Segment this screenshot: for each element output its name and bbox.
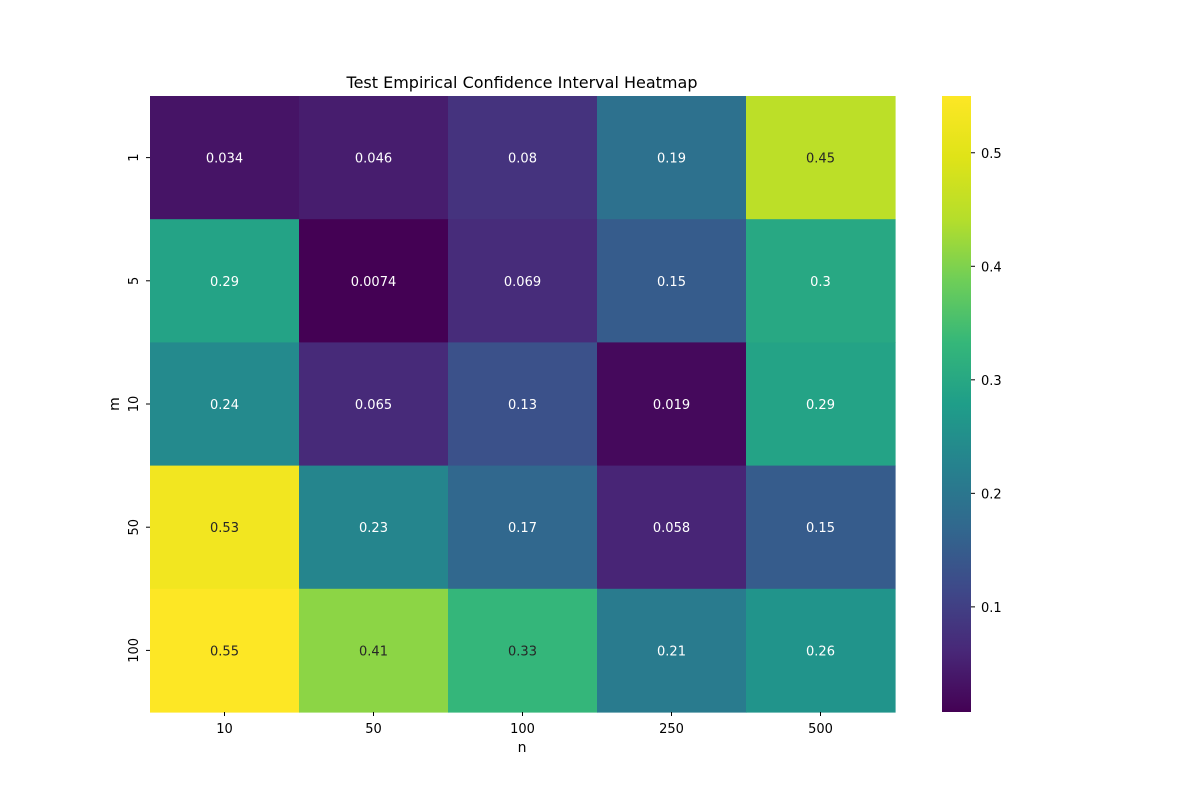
- cell-value-label: 0.034: [206, 152, 243, 167]
- cell-value-label: 0.019: [653, 398, 690, 413]
- y-tick-label: 100: [127, 638, 142, 663]
- y-axis-label: m: [107, 397, 123, 411]
- x-tick-label: 10: [216, 722, 233, 737]
- heatmap-cell: [746, 465, 896, 590]
- cell-value-label: 0.15: [657, 275, 686, 290]
- cell-value-label: 0.19: [657, 152, 686, 167]
- heatmap-cell: [448, 588, 598, 713]
- cell-value-label: 0.41: [359, 644, 388, 659]
- cell-value-label: 0.26: [806, 644, 835, 659]
- x-tick-label: 50: [365, 722, 382, 737]
- heatmap-cell: [746, 588, 896, 713]
- cell-value-label: 0.29: [210, 275, 239, 290]
- heatmap-cell: [597, 342, 747, 467]
- heatmap-cell: [299, 342, 449, 467]
- y-axis: 1 5 10 50 100: [127, 153, 150, 663]
- heatmap-cell: [448, 219, 598, 343]
- x-axis: 10 50 100 250 500: [216, 712, 833, 737]
- heatmap-cell: [150, 96, 300, 220]
- colorbar-tick-label: 0.3: [981, 374, 1002, 389]
- y-tick-label: 5: [127, 277, 142, 285]
- heatmap-cell: [448, 96, 598, 220]
- cell-value-label: 0.13: [508, 398, 537, 413]
- heatmap-cell: [299, 588, 449, 713]
- x-tick-label: 500: [808, 722, 833, 737]
- cell-value-label: 0.17: [508, 521, 537, 536]
- x-tick-label: 100: [510, 722, 535, 737]
- cell-value-label: 0.21: [657, 644, 686, 659]
- heatmap-cell: [597, 219, 747, 343]
- cell-value-label: 0.55: [210, 644, 239, 659]
- colorbar: 0.1 0.2 0.3 0.4 0.5: [942, 96, 1002, 712]
- cell-value-label: 0.24: [210, 398, 239, 413]
- heatmap-cell: [299, 219, 449, 343]
- chart-title: Test Empirical Confidence Interval Heatm…: [346, 73, 698, 92]
- cell-value-label: 0.058: [653, 521, 690, 536]
- colorbar-gradient: [942, 96, 971, 712]
- heatmap-cell: [150, 219, 300, 343]
- cell-value-label: 0.53: [210, 521, 239, 536]
- heatmap-cell: [597, 465, 747, 590]
- heatmap-cell: [746, 96, 896, 220]
- heatmap-cell: [597, 588, 747, 713]
- heatmap-cells: 0.034 0.046 0.08 0.19 0.45 0.29 0.0074 0.069 0.1…: [150, 96, 896, 713]
- heatmap-cell: [448, 342, 598, 467]
- cell-value-label: 0.23: [359, 521, 388, 536]
- x-tick-label: 250: [659, 722, 684, 737]
- cell-value-label: 0.046: [355, 152, 392, 167]
- y-tick-label: 1: [127, 153, 142, 161]
- cell-value-label: 0.3: [810, 275, 831, 290]
- heatmap-cell: [299, 465, 449, 590]
- cell-value-label: 0.33: [508, 644, 537, 659]
- colorbar-tick-label: 0.2: [981, 487, 1002, 502]
- heatmap-cell: [597, 96, 747, 220]
- cell-value-label: 0.15: [806, 521, 835, 536]
- heatmap-cell: [150, 342, 300, 467]
- cell-value-label: 0.065: [355, 398, 392, 413]
- heatmap-cell: [150, 588, 300, 713]
- y-tick-label: 50: [127, 519, 142, 536]
- cell-value-label: 0.0074: [351, 275, 397, 290]
- heatmap-cell: [746, 342, 896, 467]
- colorbar-ticks: 0.1 0.2 0.3 0.4 0.5: [971, 147, 1002, 616]
- colorbar-tick-label: 0.4: [981, 260, 1002, 275]
- heatmap-cell: [299, 96, 449, 220]
- x-axis-label: n: [518, 740, 527, 756]
- cell-value-label: 0.29: [806, 398, 835, 413]
- colorbar-tick-label: 0.5: [981, 147, 1002, 162]
- heatmap-cell: [746, 219, 896, 343]
- colorbar-tick-label: 0.1: [981, 601, 1002, 616]
- y-tick-label: 10: [127, 396, 142, 413]
- cell-value-label: 0.069: [504, 275, 541, 290]
- heatmap-cell: [150, 465, 300, 590]
- cell-value-label: 0.08: [508, 152, 537, 167]
- heatmap-cell: [448, 465, 598, 590]
- cell-value-label: 0.45: [806, 152, 835, 167]
